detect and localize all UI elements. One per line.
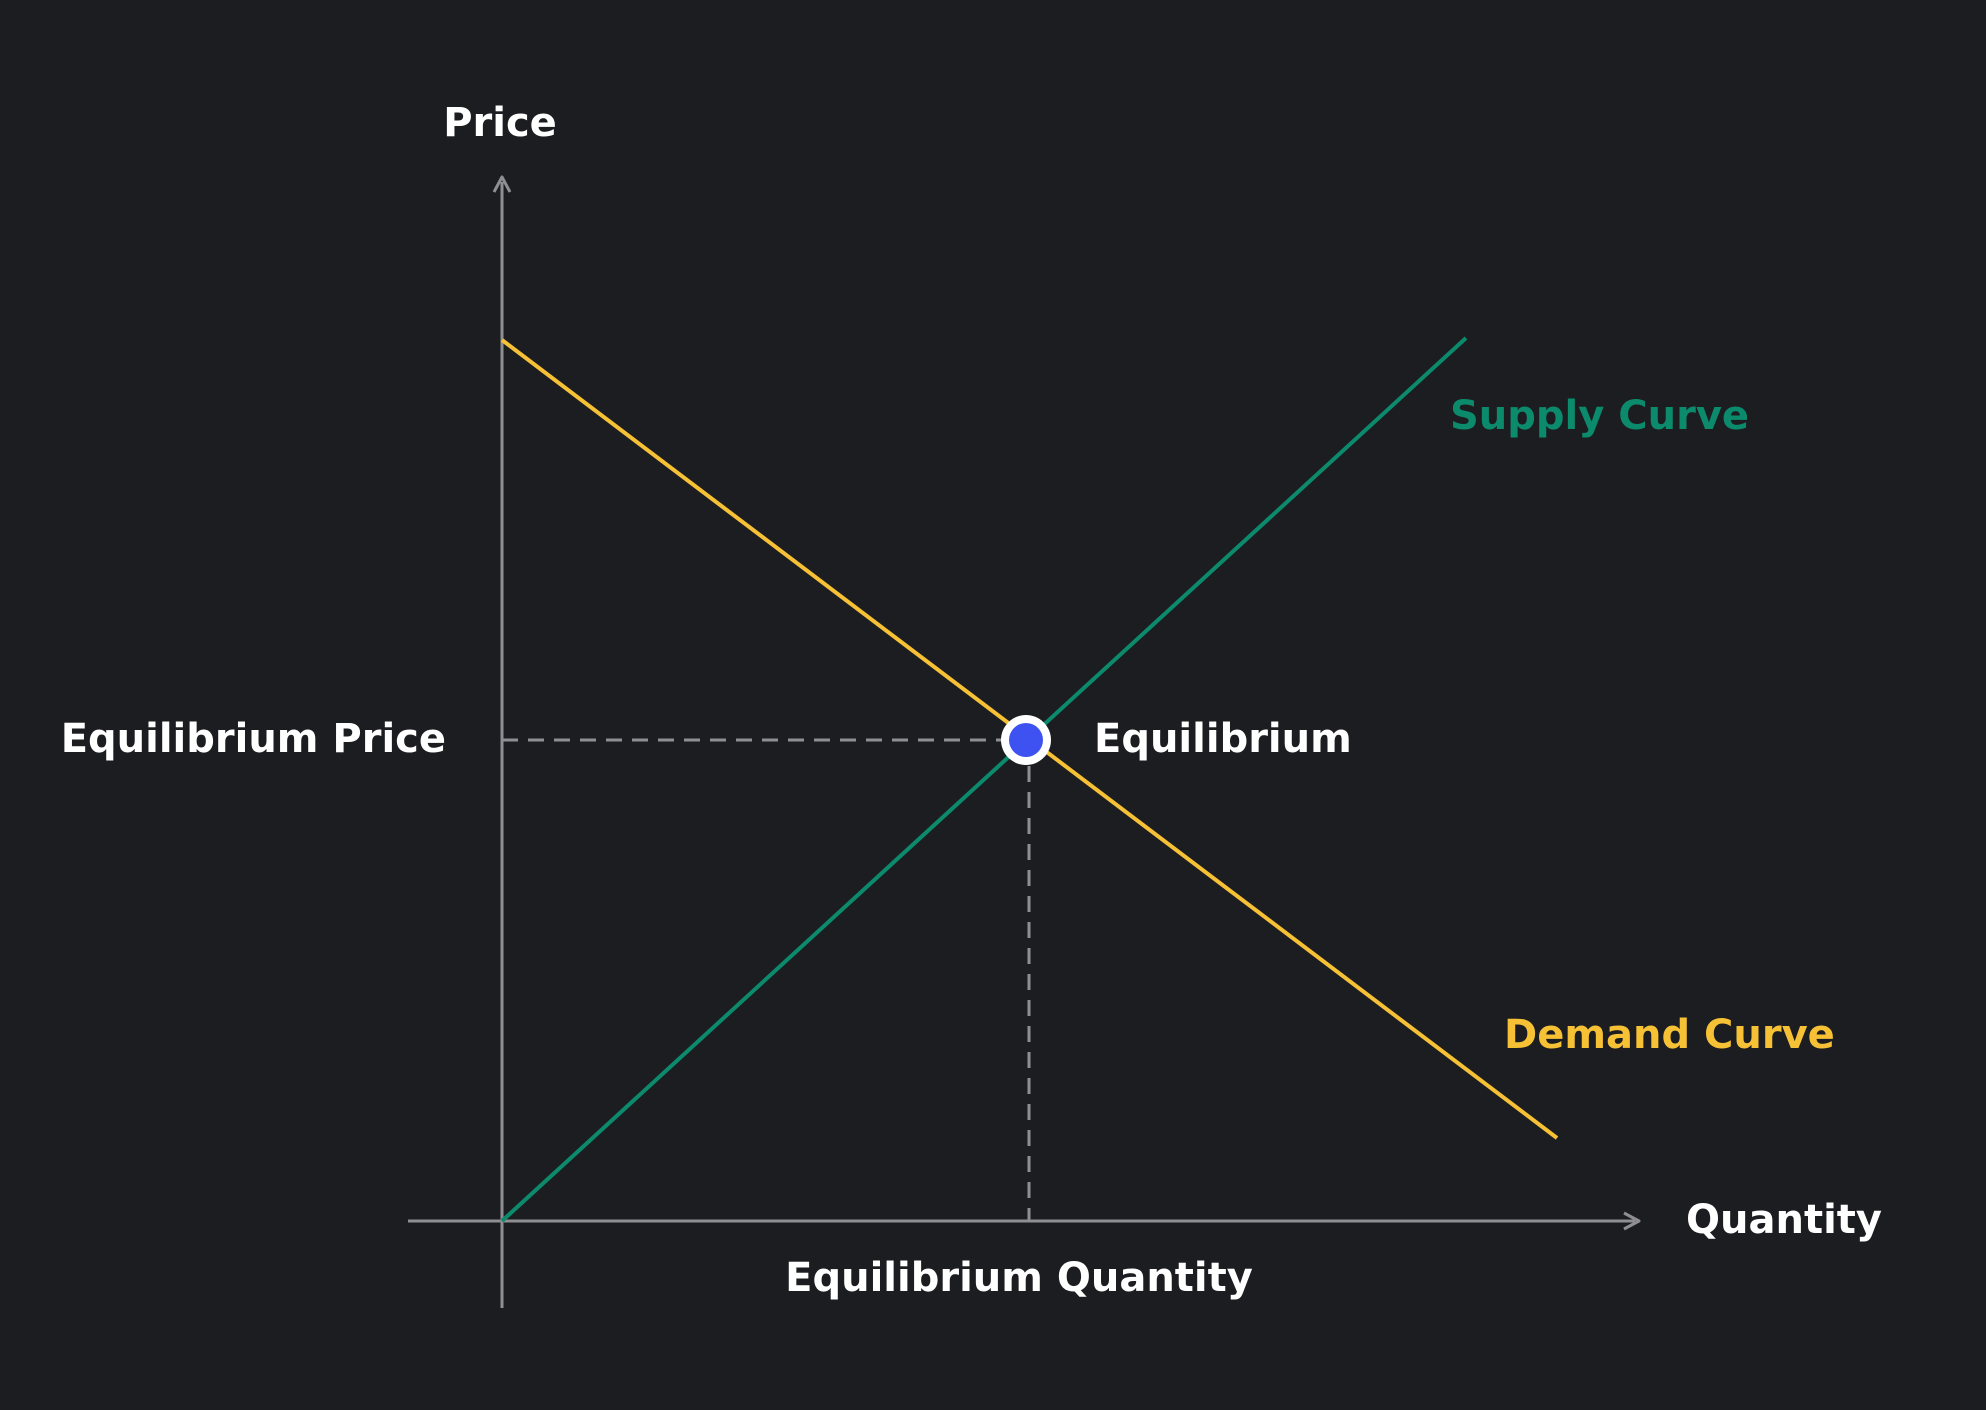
equilibrium-label: Equilibrium: [1094, 716, 1352, 762]
arrow-up-icon: [492, 175, 512, 193]
equilibrium-price-label: Equilibrium Price: [61, 716, 446, 762]
equilibrium-marker: [1009, 723, 1043, 757]
y-axis-label: Price: [443, 100, 557, 146]
x-axis-label: Quantity: [1686, 1197, 1882, 1243]
demand-curve-label: Demand Curve: [1504, 1012, 1835, 1058]
arrow-right-icon: [1623, 1211, 1641, 1231]
supply-curve-label: Supply Curve: [1450, 393, 1749, 439]
supply-curve: [500, 336, 1468, 1223]
equilibrium-quantity-label: Equilibrium Quantity: [785, 1255, 1253, 1301]
